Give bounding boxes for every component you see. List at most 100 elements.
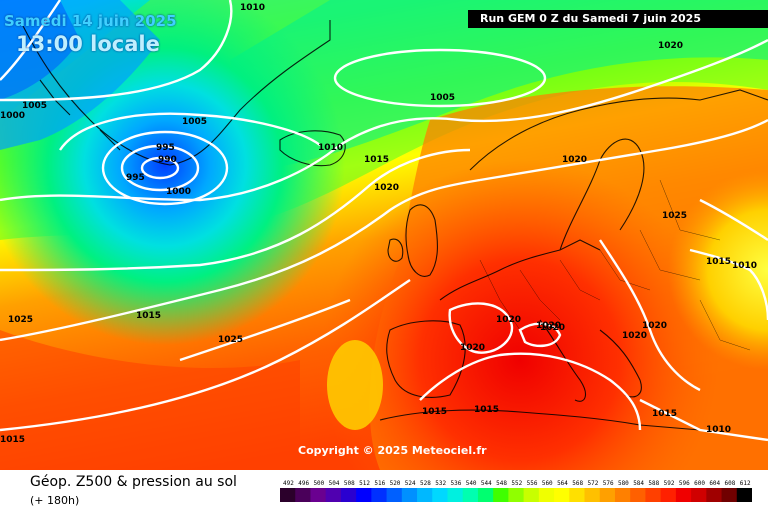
- isobar-label: 1020: [540, 323, 565, 333]
- color-swatch: [675, 488, 692, 502]
- legend-tick: 520: [389, 480, 401, 487]
- legend-tick: 500: [313, 480, 325, 487]
- coastlines: [19, 19, 768, 431]
- isobar-label: 1020: [658, 41, 683, 51]
- isobar-label: 1015: [136, 311, 161, 321]
- isobar-label: 1000: [0, 111, 25, 121]
- legend-tick: 564: [557, 480, 568, 487]
- color-swatch: [736, 488, 752, 502]
- isobar-label: 1010: [318, 143, 343, 153]
- color-swatch: [401, 488, 418, 502]
- legend-tick: 604: [709, 480, 721, 487]
- isobar-label: 1015: [706, 257, 731, 267]
- isobar-label: 1015: [474, 405, 499, 415]
- model-run-label: Run GEM 0 Z du Samedi 7 juin 2025: [468, 10, 768, 28]
- legend-tick: 536: [450, 480, 462, 487]
- legend-tick: 612: [739, 480, 751, 487]
- color-swatch: [508, 488, 525, 502]
- isobar-label: 1010: [706, 425, 731, 435]
- isobar-label: 1025: [8, 315, 33, 325]
- color-swatch: [523, 488, 540, 502]
- legend-tick: 556: [526, 480, 538, 487]
- legend-tick: 492: [283, 480, 294, 487]
- isobar-label: 1020: [622, 331, 647, 341]
- isobar-label: 1015: [0, 435, 25, 445]
- color-swatch: [721, 488, 738, 502]
- isobar-label: 1005: [430, 93, 455, 103]
- color-swatch: [340, 488, 357, 502]
- isobar-labels: 1010 1005 1005 1000 1005 995 990 995 100…: [0, 3, 757, 445]
- isobar-label: 1020: [460, 343, 485, 353]
- color-swatch: [554, 488, 570, 502]
- color-swatch: [386, 488, 403, 502]
- legend-tick: 496: [298, 480, 310, 487]
- legend-subtitle: (+ 180h): [30, 494, 80, 507]
- legend-tick: 560: [541, 480, 553, 487]
- geopotential-map: 1010 1005 1005 1000 1005 995 990 995 100…: [0, 0, 768, 470]
- isobar-label: 1010: [732, 261, 757, 271]
- legend-tick: 516: [374, 480, 386, 487]
- legend-tick: 524: [404, 480, 416, 487]
- legend-tick: 588: [648, 480, 660, 487]
- legend-tick: 584: [633, 480, 645, 487]
- legend-tick: 532: [435, 480, 447, 487]
- isobar-label: 1020: [536, 321, 561, 331]
- isobar-label: 1015: [652, 409, 677, 419]
- isobar-label: 1005: [182, 117, 207, 127]
- forecast-time: 13:00 locale: [16, 32, 160, 56]
- color-swatch: [462, 488, 479, 502]
- isobar-label: 1020: [374, 183, 399, 193]
- color-swatch: [538, 488, 555, 502]
- legend-tick: 548: [496, 480, 507, 487]
- color-swatch: [569, 488, 586, 502]
- isobar-label: 995: [156, 143, 175, 153]
- color-swatch: [432, 488, 448, 502]
- copyright: Copyright © 2025 Meteociel.fr: [298, 444, 487, 457]
- color-swatch: [630, 488, 646, 502]
- color-swatch: [417, 488, 433, 502]
- color-swatch: [477, 488, 494, 502]
- legend-tick: 596: [678, 480, 690, 487]
- color-swatch: [356, 488, 372, 502]
- legend-tick: 572: [587, 480, 599, 487]
- color-swatch: [706, 488, 723, 502]
- isobar-label: 1020: [562, 155, 587, 165]
- color-swatch: [660, 488, 677, 502]
- color-swatch: [325, 488, 342, 502]
- isobar-label: 1020: [496, 315, 521, 325]
- legend-tick: 592: [663, 480, 675, 487]
- borders: [479, 179, 751, 351]
- isobar-label: 1005: [22, 101, 47, 111]
- isobar-label: 1025: [662, 211, 687, 221]
- color-swatch: [614, 488, 631, 502]
- isobar-label: 990: [158, 155, 177, 165]
- legend-tick: 504: [328, 480, 340, 487]
- color-swatch: [493, 488, 509, 502]
- legend-title: Géop. Z500 & pression au sol: [30, 474, 237, 490]
- isobar-label: 1000: [166, 187, 191, 197]
- legend-tick: 600: [694, 480, 705, 487]
- legend-tick: 608: [724, 480, 736, 487]
- isobars: [0, 0, 768, 440]
- legend-tick: 580: [617, 480, 629, 487]
- isobar-label: 1015: [364, 155, 389, 165]
- color-swatch: [691, 488, 707, 502]
- isobar-label: 1010: [240, 3, 265, 13]
- legend-tick: 528: [420, 480, 431, 487]
- legend-tick: 508: [343, 480, 355, 487]
- color-swatch: [310, 488, 327, 502]
- color-swatch: [295, 488, 311, 502]
- color-swatch: [645, 488, 662, 502]
- legend-tick: 568: [572, 480, 584, 487]
- isobar-label: 1020: [642, 321, 667, 331]
- color-swatch: [599, 488, 616, 502]
- color-swatch: [371, 488, 388, 502]
- legend-tick: 552: [511, 480, 523, 487]
- legend-tick: 540: [465, 480, 477, 487]
- forecast-date: Samedi 14 juin 2025: [4, 12, 177, 30]
- legend-tick: 544: [480, 480, 492, 487]
- isobar-label: 1025: [218, 335, 243, 345]
- isobar-label: 995: [126, 173, 145, 183]
- color-swatch: [280, 488, 296, 502]
- color-swatch: [447, 488, 464, 502]
